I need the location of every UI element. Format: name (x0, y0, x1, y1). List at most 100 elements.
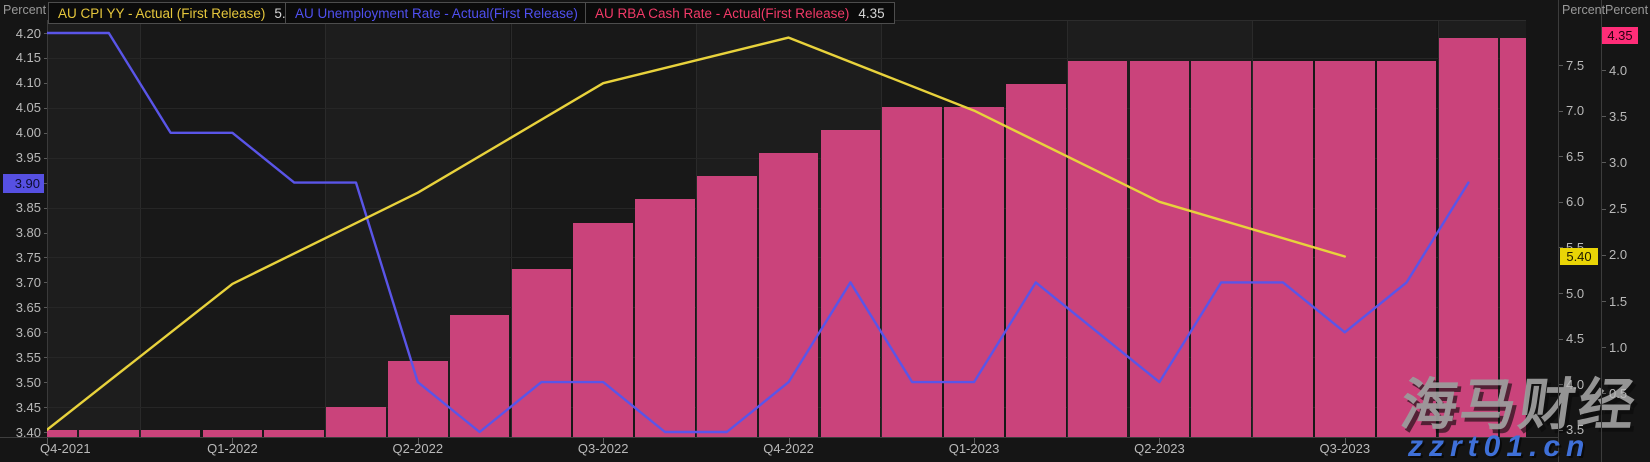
cash-rate-bar (1191, 60, 1252, 437)
axis-tick (1559, 201, 1563, 203)
quarter-band (139, 20, 326, 437)
axis-tick-label: 5.0 (1566, 285, 1585, 301)
cash-rate-value-badge: 4.35 (1602, 27, 1638, 44)
axis-tick-label: 7.5 (1566, 57, 1585, 73)
x-axis-tick (788, 438, 790, 444)
axis-tick-label: 1.5 (1609, 293, 1628, 309)
x-axis-tick (603, 438, 605, 444)
axis-tick-label: 7.0 (1566, 103, 1585, 119)
axis-tick (44, 157, 47, 159)
axis-tick (1602, 208, 1606, 210)
cash-rate-bar (511, 268, 572, 437)
x-axis-label: Q2-2023 (1134, 441, 1185, 456)
axis-separator (1601, 0, 1602, 462)
legend-item-cash-rate[interactable]: AU RBA Cash Rate - Actual(First Release)… (585, 2, 895, 24)
axis-tick (44, 57, 47, 59)
legend-value-cash-rate: 4.35 (858, 5, 885, 21)
vertical-gridline (325, 20, 327, 437)
axis-tick (44, 257, 47, 259)
x-axis-label: Q1-2023 (948, 441, 1000, 456)
axis-tick-label: 3.50 (15, 374, 41, 390)
x-axis-label: Q4-2022 (763, 441, 814, 456)
axis-separator (1558, 0, 1559, 462)
cash-rate-bar (78, 430, 139, 437)
x-axis-tick (232, 438, 234, 444)
line-series (47, 31, 1470, 434)
axis-tick (1559, 429, 1563, 431)
axis-tick (1602, 393, 1606, 395)
axis-tick (1559, 110, 1563, 112)
axis-tick (44, 33, 47, 34)
cash-rate-bar (47, 430, 77, 437)
vertical-gridline (510, 20, 512, 437)
axis-tick (44, 432, 47, 433)
x-axis-tick (47, 438, 48, 444)
axis-tick-label: 1.0 (1609, 339, 1628, 355)
legend-item-cpi[interactable]: AU CPI YY - Actual (First Release) 5.40 (48, 2, 311, 24)
axis-tick (1602, 162, 1606, 164)
cash-rate-bar (758, 153, 819, 437)
x-axis-tick (417, 438, 419, 444)
axis-tick-label: 3.80 (15, 225, 41, 240)
watermark-brand: 海马财经 (1397, 373, 1642, 436)
axis-tick (44, 307, 47, 309)
vertical-gridline (881, 20, 883, 437)
axis-tick (44, 332, 47, 334)
axis-tick (1559, 247, 1563, 249)
legend-label-cpi: AU CPI YY - Actual (First Release) (58, 5, 266, 21)
axis-tick (44, 107, 47, 109)
x-axis-tick (1159, 438, 1161, 444)
legend-item-unemployment[interactable]: AU Unemployment Rate - Actual(First Rele… (285, 2, 624, 24)
horizontal-gridline (47, 107, 1526, 109)
x-axis-label: Q1-2022 (207, 441, 258, 456)
axis-tick-label: 4.05 (15, 100, 41, 116)
axis-tick (1559, 65, 1563, 66)
line-series (47, 20, 1526, 437)
legend-label-cash-rate: AU RBA Cash Rate - Actual(First Release) (595, 5, 850, 21)
x-axis-label: Q2-2022 (392, 441, 444, 456)
axis-tick (44, 357, 47, 359)
cash-rate-bar (1438, 37, 1499, 437)
axis-tick-label: 3.70 (15, 274, 41, 290)
axis-tick-label: 2.5 (1609, 201, 1628, 217)
unemployment-value-badge: 3.90 (3, 174, 44, 193)
x-axis-label: Q3-2022 (577, 441, 629, 456)
axis-tick-label: 4.5 (1566, 331, 1585, 347)
axis-tick (44, 182, 47, 184)
axis-tick (1559, 384, 1563, 386)
axis-tick (44, 132, 47, 134)
axis-tick (1602, 254, 1606, 256)
cash-rate-bar (1314, 60, 1375, 437)
axis-tick-label: 4.00 (15, 125, 41, 141)
cash-rate-bar (1067, 60, 1128, 437)
left-axis-unit: Percent (3, 3, 47, 17)
axis-tick (44, 82, 47, 84)
axis-tick-label: 3.65 (15, 299, 41, 315)
cash-rate-bar (696, 176, 757, 437)
axis-tick-label: 3.45 (15, 399, 41, 415)
vertical-gridline (1437, 20, 1439, 437)
cash-rate-bar (140, 430, 201, 437)
watermark-site: zzrt01.cn (1408, 430, 1591, 462)
axis-tick (1602, 70, 1606, 71)
right-outer-axis-unit: Percent (1605, 3, 1649, 17)
horizontal-gridline (47, 57, 1526, 59)
left-axis-line (47, 20, 48, 437)
axis-tick-label: 3.85 (15, 200, 41, 216)
vertical-gridline (1066, 20, 1068, 437)
axis-tick-label: 0.5 (1609, 385, 1628, 401)
axis-tick-label: 3.5 (1609, 108, 1628, 124)
axis-tick (44, 282, 47, 284)
axis-tick-label: 4.10 (15, 75, 41, 91)
cash-rate-bar (202, 430, 263, 437)
axis-tick (1602, 116, 1606, 118)
axis-tick (1559, 156, 1563, 158)
axis-tick-label: 3.95 (15, 150, 41, 166)
axis-tick (44, 207, 47, 209)
axis-tick-label: 4.20 (15, 25, 41, 41)
cash-rate-bar (635, 199, 695, 437)
axis-tick-label: 3.55 (15, 349, 41, 365)
axis-tick (44, 232, 47, 234)
vertical-gridline (139, 20, 141, 437)
